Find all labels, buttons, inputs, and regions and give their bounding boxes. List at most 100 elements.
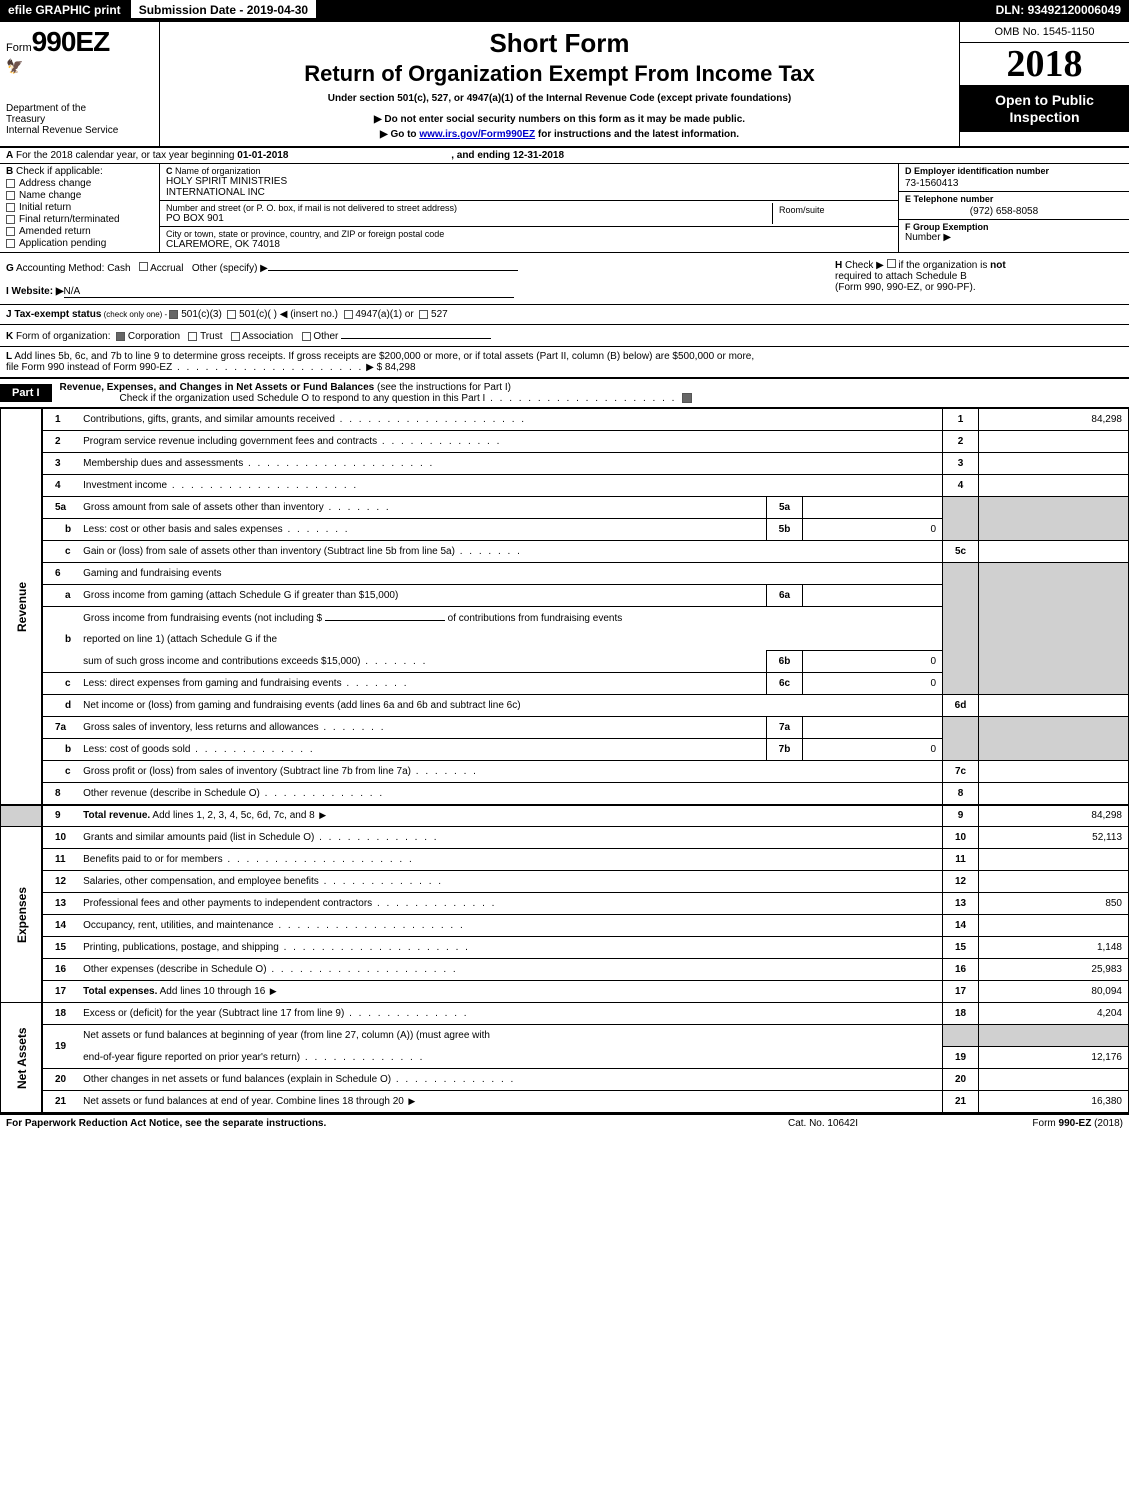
subdate-label: Submission Date - <box>139 3 247 17</box>
desc-text: Gross profit or (loss) from sales of inv… <box>83 766 411 777</box>
desc-text: Gross amount from sale of assets other t… <box>83 502 324 513</box>
line-g: G Accounting Method: Cash Accrual Other … <box>0 253 829 304</box>
chk-name-change[interactable]: Name change <box>6 190 153 201</box>
subdate-value: 2019-04-30 <box>247 3 308 17</box>
chk-initial-return[interactable]: Initial return <box>6 202 153 213</box>
table-row: 11 Benefits paid to or for members 11 <box>1 849 1129 871</box>
dots-icon <box>455 546 522 557</box>
mini-num: 7b <box>767 739 803 761</box>
checkbox-icon <box>6 239 15 248</box>
line-a-text-1: For the 2018 calendar year, or tax year … <box>13 150 237 161</box>
goto-link[interactable]: www.irs.gov/Form990EZ <box>419 129 535 140</box>
desc-text: Less: cost or other basis and sales expe… <box>83 524 283 535</box>
desc-text-bold: Total expenses. <box>83 986 157 997</box>
dots-icon <box>319 722 386 733</box>
line-num: 8 <box>42 783 77 805</box>
checkbox-icon[interactable] <box>231 332 240 341</box>
e-label: E Telephone number <box>905 194 1123 204</box>
table-row: Expenses 10 Grants and similar amounts p… <box>1 827 1129 849</box>
checkbox-icon[interactable] <box>344 310 353 319</box>
line-desc: Program service revenue including govern… <box>77 431 942 453</box>
line-num: 5a <box>42 497 77 519</box>
h-text-3: required to attach Schedule B <box>835 271 1123 282</box>
checkbox-icon[interactable] <box>227 310 236 319</box>
desc-text: Gross sales of inventory, less returns a… <box>83 722 318 733</box>
col-num: 12 <box>943 871 979 893</box>
l-amount: $ 84,298 <box>377 362 416 373</box>
dots-icon <box>372 898 496 909</box>
checkbox-icon[interactable] <box>887 259 896 268</box>
line-num: 11 <box>42 849 77 871</box>
line-desc: Salaries, other compensation, and employ… <box>77 871 942 893</box>
chk-amended[interactable]: Amended return <box>6 226 153 237</box>
col-num: 6d <box>943 695 979 717</box>
col-grey <box>979 563 1129 695</box>
k-text: Form of organization: <box>13 331 110 342</box>
col-num: 14 <box>943 915 979 937</box>
desc-text: Add lines 1, 2, 3, 4, 5c, 6d, 7c, and 8 <box>150 810 315 821</box>
dots-icon <box>223 854 414 865</box>
checkbox-icon[interactable] <box>419 310 428 319</box>
col-val <box>979 541 1129 563</box>
j-4947: 4947(a)(1) or <box>355 309 413 320</box>
h-not: not <box>990 260 1006 271</box>
g-other-input[interactable] <box>268 259 518 271</box>
part-1-sub-text: Check if the organization used Schedule … <box>120 393 486 404</box>
checkbox-icon[interactable] <box>116 332 125 341</box>
desc-text: Other revenue (describe in Schedule O) <box>83 788 260 799</box>
box-c-address: Number and street (or P. O. box, if mail… <box>160 201 898 227</box>
blank-input[interactable] <box>325 611 445 621</box>
f-label-2: Number <box>905 232 943 243</box>
checkbox-icon[interactable] <box>188 332 197 341</box>
side-label-expenses: Expenses <box>1 827 43 1003</box>
part-1-sub: Check if the organization used Schedule … <box>60 393 693 404</box>
dots-icon <box>274 920 465 931</box>
line-desc: Investment income <box>77 475 942 497</box>
chk-label: Amended return <box>19 226 91 237</box>
col-val <box>979 915 1129 937</box>
checkbox-icon[interactable] <box>139 262 148 271</box>
col-val: 84,298 <box>979 409 1129 431</box>
desc-text: Printing, publications, postage, and shi… <box>83 942 279 953</box>
checkbox-icon[interactable] <box>169 310 178 319</box>
chk-app-pending[interactable]: Application pending <box>6 238 153 249</box>
dots-icon <box>260 788 384 799</box>
dept-line-2: Treasury <box>6 114 153 125</box>
h-text-1: Check ▶ <box>842 260 886 271</box>
desc-text: end-of-year figure reported on prior yea… <box>83 1052 300 1063</box>
desc-text: Salaries, other compensation, and employ… <box>83 876 319 887</box>
k-other-input[interactable] <box>341 329 491 339</box>
box-b-title: Check if applicable: <box>13 166 103 177</box>
line-desc: end-of-year figure reported on prior yea… <box>77 1047 942 1069</box>
j-label: J Tax-exempt status <box>6 309 101 320</box>
table-row: c Gross profit or (loss) from sales of i… <box>1 761 1129 783</box>
goto-text: Go to www.irs.gov/Form990EZ for instruct… <box>170 129 949 140</box>
line-num: 9 <box>42 805 77 827</box>
open-public-badge: Open to Public Inspection <box>960 86 1129 132</box>
line-num: b <box>42 519 77 541</box>
side-spacer <box>1 805 43 827</box>
chk-address-change[interactable]: Address change <box>6 178 153 189</box>
j-527: 527 <box>431 309 448 320</box>
topbar: efile GRAPHIC print Submission Date - 20… <box>0 0 1129 22</box>
table-row: 4 Investment income 4 <box>1 475 1129 497</box>
col-val <box>979 475 1129 497</box>
desc-text-bold: Total revenue. <box>83 810 150 821</box>
desc-text: Investment income <box>83 480 167 491</box>
mini-val <box>803 585 943 607</box>
short-form-title: Short Form <box>170 28 949 59</box>
efile-print-label[interactable]: efile GRAPHIC print <box>0 0 129 20</box>
return-org-title: Return of Organization Exempt From Incom… <box>170 61 949 87</box>
j-insert: ◀ (insert no.) <box>280 309 338 320</box>
col-val <box>979 783 1129 805</box>
dots-icon <box>342 678 409 689</box>
col-grey <box>979 1025 1129 1047</box>
desc-text: Grants and similar amounts paid (list in… <box>83 832 314 843</box>
checkbox-icon[interactable] <box>302 332 311 341</box>
side-label-revenue: Revenue <box>1 409 43 805</box>
checkbox-icon[interactable] <box>682 393 692 403</box>
chk-final-return[interactable]: Final return/terminated <box>6 214 153 225</box>
box-c-name: C Name of organization HOLY SPIRIT MINIS… <box>160 164 898 201</box>
dots-icon <box>361 656 428 667</box>
line-desc: Professional fees and other payments to … <box>77 893 942 915</box>
